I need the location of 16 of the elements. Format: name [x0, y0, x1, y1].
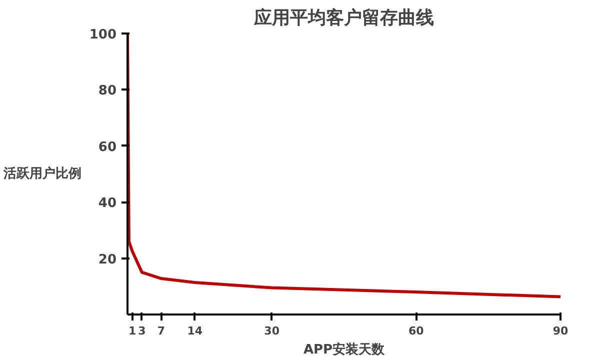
x-tick-label: 1	[128, 324, 136, 338]
y-tick-label: 20	[98, 252, 117, 268]
chart-title: 应用平均客户留存曲线	[253, 8, 434, 28]
x-axis-title: APP安装天数	[303, 342, 386, 358]
y-tick-label: 40	[98, 196, 117, 212]
x-tick-label: 14	[187, 324, 203, 338]
line-series	[128, 34, 560, 298]
y-tick-label: 80	[98, 84, 117, 99]
y-tick-label: 60	[98, 140, 117, 155]
x-tick-label: 30	[264, 324, 280, 338]
x-tick-label: 60	[408, 324, 424, 338]
x-tick-label: 7	[157, 324, 166, 338]
y-axis-title: 活跃用户比例	[2, 166, 82, 182]
y-tick-label: 100	[89, 28, 117, 42]
x-tick-label: 90	[552, 324, 568, 338]
x-tick-label: 3	[138, 324, 146, 338]
